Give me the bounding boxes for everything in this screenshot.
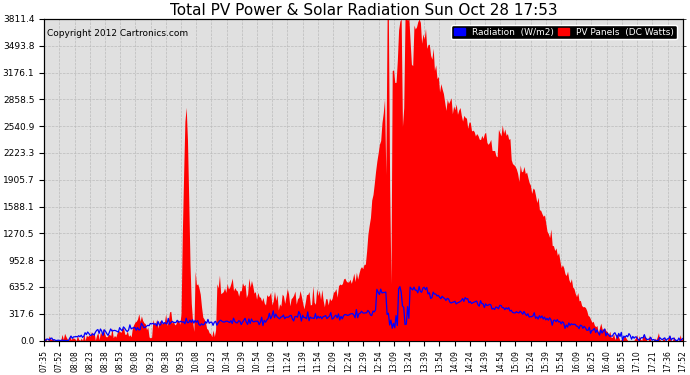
Legend: Radiation  (W/m2), PV Panels  (DC Watts): Radiation (W/m2), PV Panels (DC Watts)	[451, 25, 677, 39]
Text: Copyright 2012 Cartronics.com: Copyright 2012 Cartronics.com	[48, 28, 188, 38]
Title: Total PV Power & Solar Radiation Sun Oct 28 17:53: Total PV Power & Solar Radiation Sun Oct…	[170, 3, 558, 18]
